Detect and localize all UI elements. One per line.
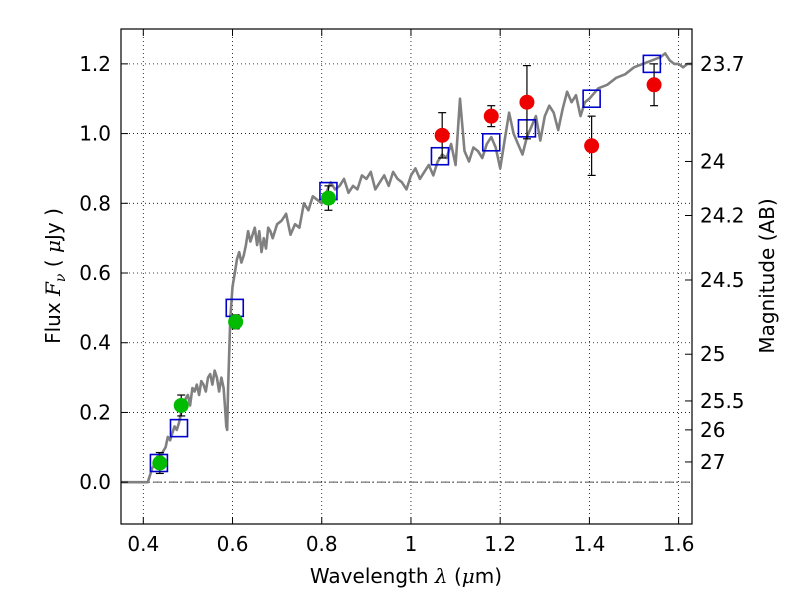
plot-frame — [120, 28, 693, 525]
y-tick-label: 1.2 — [79, 52, 111, 76]
x-tick-label: 0.4 — [127, 532, 159, 556]
magnitude-tick-label: 25 — [700, 342, 725, 366]
x-tick-label: 1 — [405, 532, 418, 556]
observed-point — [228, 314, 244, 330]
observed-point — [519, 94, 535, 110]
grid-lines — [121, 29, 692, 524]
magnitude-tick-label: 27 — [700, 450, 725, 474]
y-tick-label: 1.0 — [79, 122, 111, 146]
observed-point — [646, 77, 662, 93]
plot-area — [121, 52, 692, 484]
magnitude-tick-label: 25.5 — [700, 389, 745, 413]
magnitude-tick-label: 24.5 — [700, 268, 745, 292]
model-photometry-square — [169, 418, 189, 438]
x-tick-label: 0.6 — [217, 532, 249, 556]
y-axis-label: Flux Fν ( μJy ) — [41, 208, 69, 344]
y-tick-label: 0.8 — [79, 191, 111, 215]
ticks: 0.4 0.6 0.8 1 1.2 1.4 1.6 0.0 0.2 0.4 0.6 0.8 1.0 1.2… — [79, 29, 745, 556]
observed-point — [173, 397, 189, 413]
magnitude-tick-label: 23.7 — [700, 52, 745, 76]
y-tick-label: 0.4 — [79, 331, 111, 355]
observed-point — [320, 190, 336, 206]
observed-point — [434, 127, 450, 143]
x-axis-label: Wavelength λ (μm) — [310, 564, 502, 588]
y-tick-label: 0.6 — [79, 261, 111, 285]
plot-background — [121, 29, 692, 524]
model-photometry-square — [149, 453, 169, 473]
y-tick-label: 0.0 — [79, 470, 111, 494]
y-tick-label: 0.2 — [79, 400, 111, 424]
magnitude-tick-label: 26 — [700, 418, 725, 442]
x-tick-label: 0.8 — [306, 532, 338, 556]
magnitude-tick-label: 24 — [700, 149, 725, 173]
x-tick-label: 1.6 — [663, 532, 695, 556]
observed-point — [483, 108, 499, 124]
model-photometry-square — [642, 54, 662, 74]
magnitude-tick-label: 24.2 — [700, 203, 745, 227]
x-tick-label: 1.4 — [573, 532, 605, 556]
magnitude-axis-label: Magnitude (AB) — [755, 198, 779, 353]
model-photometry-square — [481, 132, 501, 152]
x-tick-label: 1.2 — [484, 532, 516, 556]
model-photometry-square — [430, 146, 450, 166]
observed-point — [584, 138, 600, 154]
model-photometry-square — [582, 89, 601, 109]
spectrum-line — [121, 52, 692, 484]
observed-point — [152, 455, 168, 471]
